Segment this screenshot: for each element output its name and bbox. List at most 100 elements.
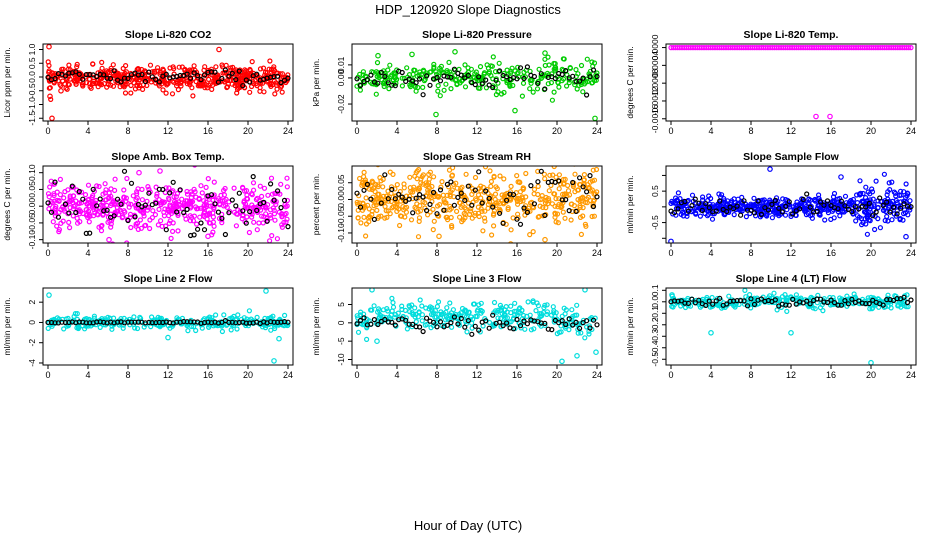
reference-point	[845, 206, 852, 212]
reference-point	[538, 71, 544, 77]
data-point	[103, 187, 109, 193]
data-point	[858, 222, 865, 228]
reference-point	[268, 181, 274, 187]
data-point	[501, 201, 507, 207]
data-point	[174, 190, 181, 197]
data-point	[271, 207, 277, 213]
data-point	[825, 207, 831, 213]
data-point	[793, 292, 800, 298]
reference-point	[765, 207, 772, 213]
data-point	[857, 190, 864, 196]
data-point	[124, 175, 130, 182]
data-point	[66, 62, 72, 68]
data-point	[812, 198, 819, 204]
x-tick-label: 4	[85, 126, 90, 136]
data-point	[884, 192, 890, 198]
data-point	[268, 327, 274, 333]
data-point	[155, 222, 161, 228]
data-point	[102, 197, 108, 203]
data-point	[47, 85, 53, 91]
data-point	[261, 89, 267, 95]
data-point	[369, 208, 375, 214]
data-point	[93, 197, 99, 204]
reference-point	[281, 77, 288, 83]
reference-point	[170, 179, 176, 185]
reference-point	[364, 76, 370, 83]
data-point	[491, 174, 497, 180]
data-point	[108, 65, 114, 71]
reference-point	[80, 196, 86, 202]
reference-point	[880, 202, 886, 208]
data-point	[85, 182, 92, 188]
data-point	[409, 310, 415, 316]
data-point	[670, 200, 676, 206]
data-point	[108, 193, 114, 199]
data-point	[545, 81, 551, 87]
data-point	[483, 85, 489, 91]
data-point	[779, 294, 786, 300]
data-point	[283, 219, 289, 225]
data-point	[507, 189, 513, 195]
data-point	[393, 77, 399, 83]
data-point	[380, 193, 387, 199]
data-point	[387, 211, 393, 217]
reference-point	[368, 72, 374, 78]
reference-point	[357, 204, 364, 210]
data-point	[790, 204, 797, 210]
data-point	[158, 218, 164, 224]
y-tick-label: -10	[336, 353, 346, 366]
reference-point	[139, 71, 145, 78]
outlier-point	[276, 335, 282, 342]
reference-point	[517, 65, 524, 71]
data-point	[187, 82, 193, 88]
data-point	[435, 194, 441, 200]
reference-point	[111, 68, 117, 74]
data-point	[578, 231, 585, 237]
reference-point	[389, 319, 395, 325]
data-point	[135, 186, 141, 192]
reference-point	[52, 179, 58, 185]
data-point	[546, 188, 552, 194]
outlier-point	[263, 288, 269, 294]
data-point	[863, 184, 869, 190]
outlier-point	[205, 233, 211, 240]
reference-point	[451, 66, 457, 72]
reference-point	[191, 232, 197, 238]
x-tick-label: 0	[354, 126, 359, 136]
reference-point	[587, 173, 593, 179]
data-point	[549, 97, 556, 103]
data-point	[244, 196, 250, 202]
reference-point	[880, 302, 886, 308]
x-tick-label: 24	[906, 370, 916, 380]
data-point	[275, 70, 281, 76]
reference-point	[894, 211, 900, 217]
data-point	[886, 205, 892, 211]
data-point	[556, 172, 563, 178]
data-point	[233, 317, 239, 323]
data-point	[435, 299, 442, 305]
data-point	[771, 207, 778, 213]
data-point	[357, 175, 363, 182]
data-point	[539, 196, 545, 202]
data-point	[528, 327, 535, 333]
data-point	[257, 203, 263, 209]
data-point	[520, 80, 527, 86]
data-point	[67, 76, 73, 82]
data-point	[87, 213, 93, 219]
data-point	[174, 204, 181, 210]
data-point	[268, 215, 274, 221]
data-point	[438, 184, 444, 190]
data-point	[149, 314, 155, 320]
reference-point	[524, 321, 531, 327]
data-point	[178, 80, 184, 86]
reference-point	[741, 198, 747, 204]
reference-point	[901, 294, 907, 300]
data-point	[542, 322, 548, 328]
data-point	[893, 298, 899, 304]
data-point	[514, 211, 521, 217]
reference-point	[424, 73, 430, 79]
data-point	[432, 308, 438, 314]
data-point	[566, 79, 572, 86]
reference-point	[382, 172, 388, 178]
reference-point	[821, 202, 827, 208]
